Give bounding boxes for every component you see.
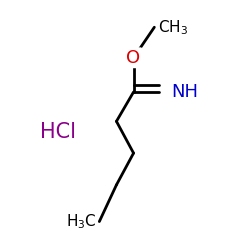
Text: NH: NH [172, 83, 198, 101]
Text: HCl: HCl [40, 122, 76, 142]
Text: CH$_3$: CH$_3$ [158, 18, 188, 36]
Text: O: O [126, 49, 140, 67]
Text: H$_3$C: H$_3$C [66, 212, 97, 231]
